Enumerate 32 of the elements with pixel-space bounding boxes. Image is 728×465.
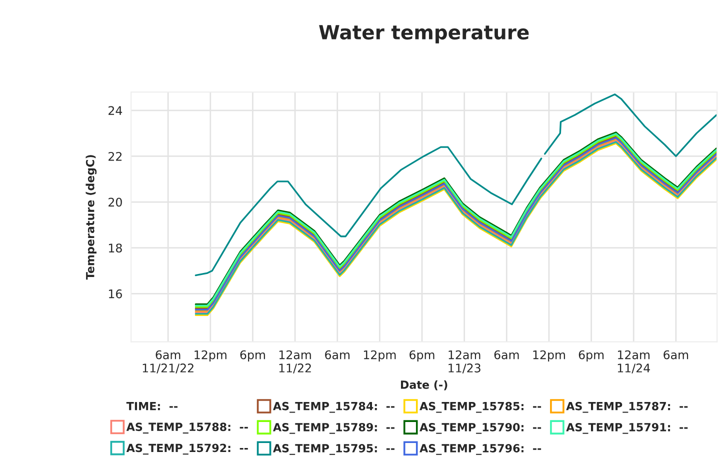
- legend-label: AS_TEMP_15788: --: [126, 422, 248, 434]
- legend-label: AS_TEMP_15785: --: [420, 402, 542, 413]
- legend-label: AS_TEMP_15789: --: [272, 422, 394, 434]
- y-tick-label: 16: [108, 289, 122, 298]
- legend-label: AS_TEMP_15795: --: [272, 444, 394, 455]
- x-tick-label: 12am 11/24: [618, 350, 650, 374]
- legend-label: AS_TEMP_15796: --: [420, 444, 542, 455]
- x-tick-label: 12am 11/23: [448, 350, 480, 374]
- y-axis-title: Temperature (degC): [86, 155, 97, 280]
- y-tick-label: 18: [108, 244, 122, 252]
- x-axis-title: Date (-): [400, 380, 448, 390]
- x-tick-label: 12pm: [533, 350, 565, 362]
- x-tick-label: 12pm: [194, 350, 226, 362]
- y-tick-label: 20: [108, 198, 122, 207]
- x-tick-label: 6pm: [410, 350, 434, 362]
- x-tick-label: 6pm: [578, 350, 604, 362]
- legend-label: AS_TEMP_15792: --: [126, 444, 248, 455]
- y-tick-label: 24: [108, 106, 122, 115]
- x-tick-label: 12pm: [364, 350, 396, 362]
- x-tick-label: 12am 11/22: [279, 350, 311, 374]
- x-tick-label: 6am 11/21/22: [142, 350, 194, 374]
- legend-label: AS_TEMP_15787: --: [566, 402, 688, 413]
- x-tick-label: 6am: [325, 350, 350, 360]
- x-tick-label: 6am: [664, 350, 688, 360]
- x-tick-label: 6am: [494, 350, 519, 360]
- text: TIME: --: [126, 402, 178, 410]
- legend-label: AS_TEMP_15784: --: [272, 402, 394, 413]
- legend-label: AS_TEMP_15791: --: [566, 422, 688, 434]
- y-tick-label: 22: [108, 152, 122, 161]
- x-tick-label: 6pm: [240, 350, 265, 362]
- chart-title: Water temperature: [319, 25, 529, 44]
- legend-label: AS_TEMP_15790: --: [420, 422, 542, 434]
